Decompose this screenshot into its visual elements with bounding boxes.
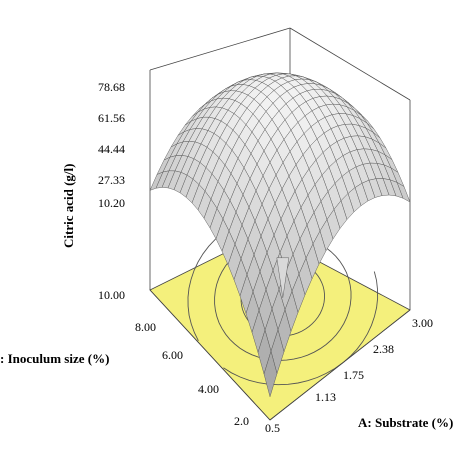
z-tick-label: 10.20 — [98, 196, 125, 210]
box-edge-top-right — [289, 27, 411, 101]
x-tick-label: 0.5 — [265, 421, 280, 435]
x-axis: 0.5 1.13 1.75 2.38 3.00 A: Substrate (%) — [265, 316, 453, 435]
x-tick-label: 1.13 — [315, 390, 336, 404]
y-axis-title: : Inoculum size (%) — [0, 351, 109, 366]
y-tick-label: 2.0 — [234, 414, 249, 428]
x-axis-title: A: Substrate (%) — [358, 415, 453, 430]
x-tick-label: 3.00 — [412, 316, 433, 330]
y-tick-label: 10.00 — [98, 288, 125, 302]
y-tick-label: 4.00 — [198, 382, 219, 396]
box-edge-top-left — [149, 27, 291, 71]
y-tick-label: 8.00 — [135, 320, 156, 334]
floor-edge-front-left — [149, 289, 271, 421]
x-tick-label: 1.75 — [343, 368, 364, 382]
response-surface — [149, 72, 411, 398]
surface-stem — [276, 257, 290, 298]
z-tick-label: 78.68 — [98, 80, 125, 94]
z-tick-label: 44.44 — [98, 142, 125, 156]
surface-cell — [263, 350, 278, 398]
x-tick-label: 2.38 — [373, 342, 394, 356]
floor-edge-front-right — [269, 309, 411, 421]
y-tick-label: 6.00 — [162, 348, 183, 362]
z-axis-title: Citric acid (g/l) — [61, 164, 76, 248]
z-tick-label: 27.33 — [98, 173, 125, 187]
z-axis: 78.68 61.56 44.44 27.33 10.20 Citric aci… — [61, 80, 125, 248]
z-tick-label: 61.56 — [98, 111, 125, 125]
box-frame — [149, 27, 411, 310]
y-axis: 10.00 8.00 6.00 4.00 2.0 : Inoculum size… — [0, 288, 249, 428]
